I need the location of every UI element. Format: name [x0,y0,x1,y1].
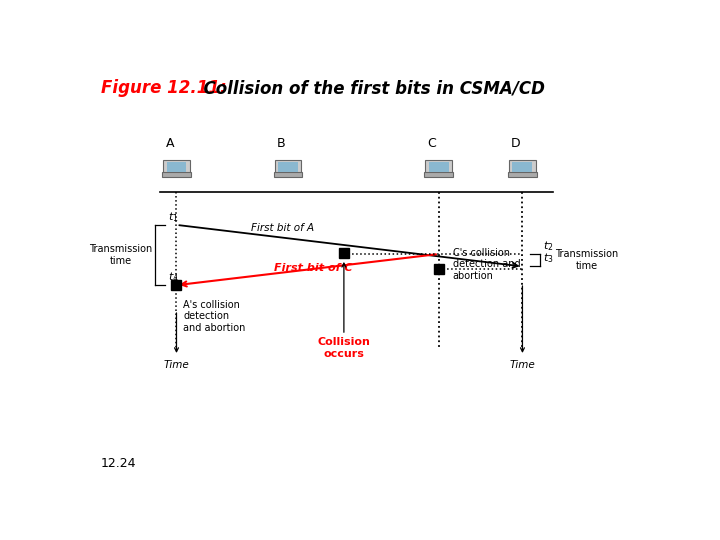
Text: D: D [511,137,521,150]
Text: 12.24: 12.24 [101,457,137,470]
FancyBboxPatch shape [163,160,190,174]
Text: B: B [277,137,286,150]
Text: A's collision
detection
and abortion: A's collision detection and abortion [183,300,246,333]
FancyBboxPatch shape [429,163,449,172]
Text: C's collision
detection and
abortion: C's collision detection and abortion [453,248,521,281]
FancyBboxPatch shape [509,160,536,174]
Text: A: A [166,137,174,150]
Text: Figure 12.11:: Figure 12.11: [101,79,227,97]
Text: Time: Time [163,360,189,370]
FancyBboxPatch shape [426,160,452,174]
FancyBboxPatch shape [513,163,532,172]
FancyBboxPatch shape [162,172,191,177]
Text: $t_3$: $t_3$ [543,252,554,265]
Text: First bit of A: First bit of A [251,224,314,233]
FancyBboxPatch shape [275,160,302,174]
Text: First bit of C: First bit of C [274,262,353,273]
FancyBboxPatch shape [508,172,537,177]
Text: Transmission
time: Transmission time [555,249,618,271]
FancyBboxPatch shape [274,172,302,177]
Text: Transmission
time: Transmission time [89,244,153,266]
Text: Collision
occurs: Collision occurs [318,337,370,359]
Text: Collision of the first bits in CSMA/CD: Collision of the first bits in CSMA/CD [192,79,545,97]
FancyBboxPatch shape [166,163,186,172]
Text: $t_1$: $t_1$ [168,210,179,224]
Text: $t_4$: $t_4$ [168,270,179,284]
Text: Time: Time [510,360,536,370]
FancyBboxPatch shape [278,163,298,172]
FancyBboxPatch shape [424,172,453,177]
Text: C: C [428,137,436,150]
Text: $t_2$: $t_2$ [543,239,554,253]
